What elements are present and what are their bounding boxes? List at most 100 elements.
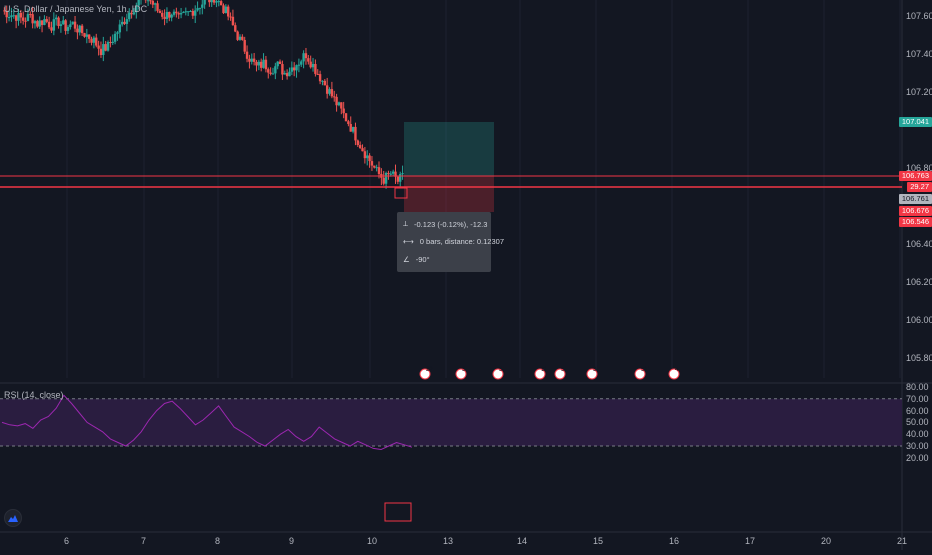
candle-body — [215, 1, 217, 2]
candle-body — [401, 173, 403, 174]
candle-body — [300, 61, 302, 64]
candle-body — [338, 102, 340, 105]
candle-body — [166, 12, 168, 19]
candle-body — [147, 0, 149, 1]
candle-body — [361, 148, 363, 151]
candle-body — [119, 24, 121, 32]
candle-body — [345, 113, 347, 121]
candle-body — [112, 42, 114, 43]
candle-body — [93, 38, 95, 43]
tradingview-logo-icon[interactable] — [4, 509, 22, 527]
candle-body — [350, 124, 352, 132]
candle-body — [199, 8, 201, 9]
candle-body — [272, 73, 274, 74]
candle-body — [24, 21, 26, 22]
candle-body — [192, 11, 194, 16]
time-tick-label: 20 — [821, 536, 831, 546]
candle-body — [227, 7, 229, 17]
candle-body — [390, 174, 392, 175]
time-tick-label: 8 — [215, 536, 220, 546]
candle-body — [27, 14, 29, 21]
candle-body — [74, 22, 76, 29]
candle-body — [170, 15, 172, 18]
rsi-tick-label: 30.00 — [906, 441, 929, 451]
candle-body — [123, 22, 125, 24]
candle-body — [222, 5, 224, 13]
price-tag: 106.676 — [899, 206, 932, 216]
candle-body — [109, 42, 111, 43]
candle-body — [69, 24, 71, 27]
candle-body — [39, 20, 41, 26]
candle-body — [104, 44, 106, 51]
stop-zone — [404, 176, 494, 212]
rsi-title: RSI (14, close) — [4, 390, 64, 400]
candle-body — [328, 89, 330, 94]
time-tick-label: 9 — [289, 536, 294, 546]
symbol-title: U.S. Dollar / Japanese Yen, 1h, IDC — [4, 4, 147, 14]
candle-body — [340, 102, 342, 108]
time-tick-label: 16 — [669, 536, 679, 546]
time-tick-label: 10 — [367, 536, 377, 546]
candle-body — [48, 22, 50, 27]
candle-body — [371, 161, 373, 166]
candle-body — [307, 58, 309, 61]
candle-body — [354, 127, 356, 141]
candle-body — [201, 5, 203, 8]
event-marker-label: 11 — [541, 367, 548, 373]
candle-body — [163, 17, 165, 19]
candle-body — [281, 64, 283, 74]
rsi-tick-label: 80.00 — [906, 382, 929, 392]
candle-body — [67, 27, 69, 31]
candle-body — [262, 60, 264, 68]
price-tick-label: 106.200 — [906, 277, 932, 287]
candle-body — [114, 34, 116, 42]
candle-body — [239, 37, 241, 40]
candle-body — [185, 11, 187, 12]
price-tag: 29.27 — [907, 182, 932, 192]
candle-body — [260, 62, 262, 68]
candle-body — [50, 27, 52, 30]
time-tick-label: 7 — [141, 536, 146, 546]
candle-body — [156, 3, 158, 11]
candle-body — [399, 174, 401, 182]
candle-body — [232, 17, 234, 25]
candle-body — [347, 121, 349, 124]
candle-body — [173, 12, 175, 15]
candle-body — [253, 59, 255, 62]
candle-body — [161, 13, 163, 17]
time-tick-label: 13 — [443, 536, 453, 546]
candle-body — [187, 11, 189, 12]
rsi-tick-label: 50.00 — [906, 417, 929, 427]
candle-body — [302, 53, 304, 61]
price-tick-label: 105.800 — [906, 353, 932, 363]
candle-body — [208, 0, 210, 2]
candle-body — [286, 73, 288, 76]
candle-body — [248, 59, 250, 62]
candle-body — [385, 173, 387, 184]
candle-body — [121, 22, 123, 25]
candle-body — [10, 15, 12, 17]
candle-body — [213, 0, 215, 3]
candle-body — [357, 140, 359, 145]
price-tick-label: 107.600 — [906, 11, 932, 21]
candle-body — [288, 72, 290, 76]
candle-body — [95, 38, 97, 46]
candle-body — [274, 66, 276, 73]
candle-body — [36, 21, 38, 27]
candle-body — [13, 15, 15, 16]
candle-body — [269, 73, 271, 74]
candle-body — [279, 62, 281, 64]
candle-body — [41, 20, 43, 25]
price-tick-label: 106.000 — [906, 315, 932, 325]
candle-body — [244, 40, 246, 52]
candle-body — [378, 167, 380, 174]
candle-body — [251, 59, 253, 62]
candle-body — [305, 53, 307, 58]
measure-tooltip: ⟂ -0.123 (-0.12%), -12.3 ⟷ 0 bars, dista… — [397, 212, 491, 272]
candle-body — [83, 33, 85, 37]
price-tag: 106.761 — [899, 194, 932, 204]
price-tag: 106.546 — [899, 217, 932, 227]
price-tag: 106.763 — [899, 171, 932, 181]
